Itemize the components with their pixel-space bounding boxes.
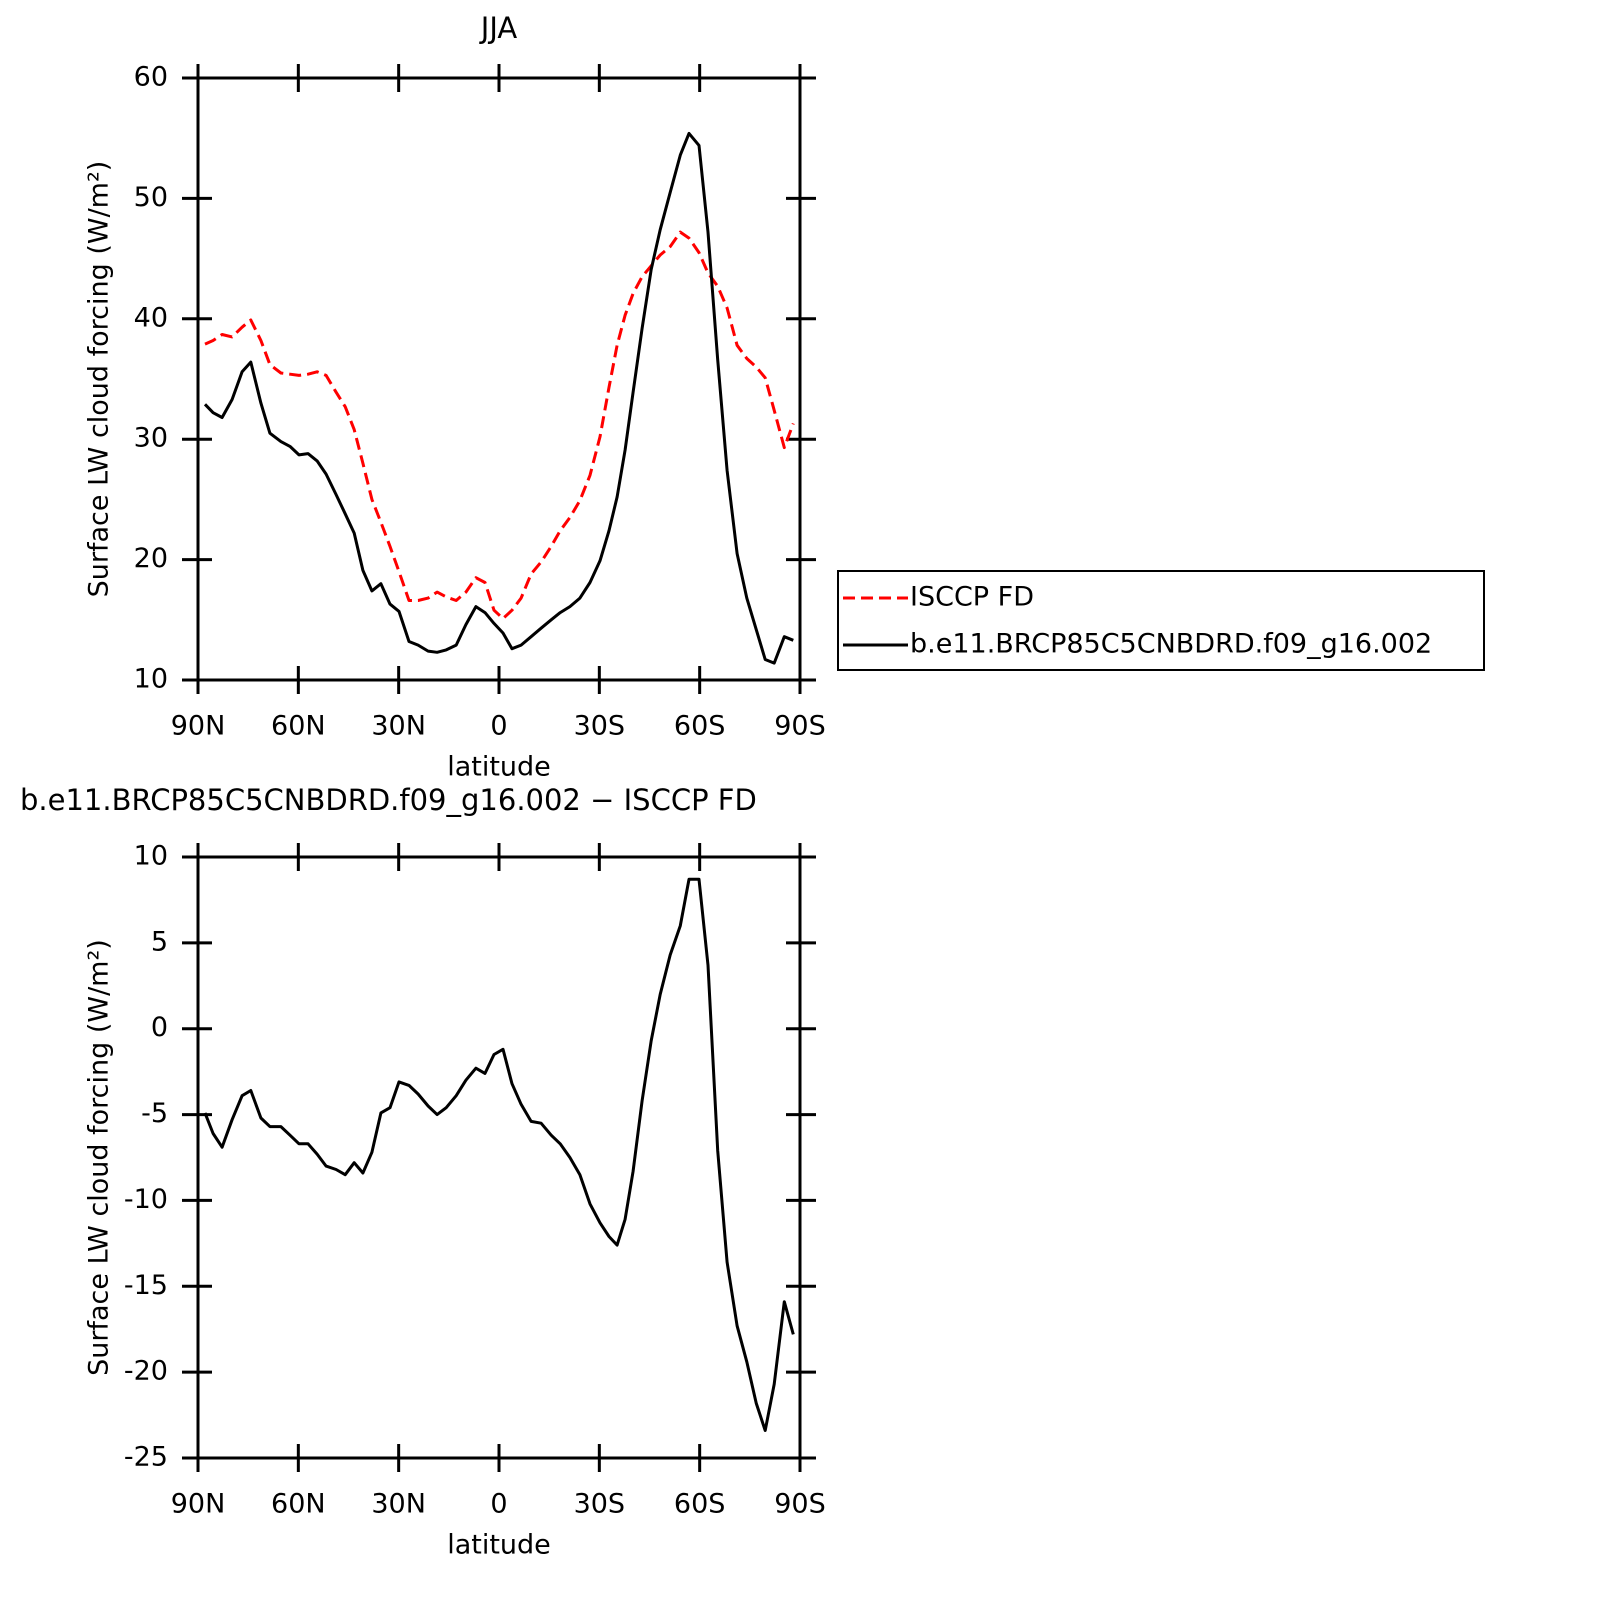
x-tick-label: 60N bbox=[271, 711, 326, 742]
y-axis-label: Surface LW cloud forcing (W/m²) bbox=[84, 161, 115, 598]
y-tick-label: 20 bbox=[134, 543, 168, 574]
plot-frame bbox=[196, 855, 802, 1460]
data-line bbox=[203, 877, 795, 1432]
y-tick-label: 40 bbox=[134, 302, 168, 333]
y-tick-label: -25 bbox=[124, 1442, 168, 1473]
y-tick-label: 0 bbox=[151, 1012, 168, 1043]
y-tick-label: -10 bbox=[124, 1184, 168, 1215]
y-tick-label: 50 bbox=[134, 182, 168, 213]
y-tick-label: 60 bbox=[134, 62, 168, 93]
x-tick-label: 90N bbox=[171, 711, 226, 742]
x-tick-label: 60N bbox=[271, 1489, 326, 1520]
plot-frame bbox=[196, 76, 802, 682]
chart-title: b.e11.BRCP85C5CNBDRD.f09_g16.002 − ISCCP… bbox=[20, 783, 757, 817]
x-tick-label: 30N bbox=[371, 1489, 426, 1520]
y-tick-label: -20 bbox=[124, 1356, 168, 1387]
x-tick-label: 30S bbox=[574, 711, 626, 742]
y-tick-label: -5 bbox=[141, 1098, 168, 1129]
data-line bbox=[204, 230, 795, 621]
x-tick-label: 90S bbox=[774, 1489, 826, 1520]
y-tick-label: 10 bbox=[134, 664, 168, 695]
legend-label: ISCCP FD bbox=[910, 582, 1034, 613]
x-tick-label: 30N bbox=[371, 711, 426, 742]
data-line bbox=[203, 131, 794, 665]
x-tick-label: 30S bbox=[574, 1489, 626, 1520]
x-tick-label: 60S bbox=[674, 711, 726, 742]
x-tick-label: 90S bbox=[774, 711, 826, 742]
y-tick-label: 10 bbox=[134, 841, 168, 872]
x-tick-label: 0 bbox=[490, 711, 507, 742]
chart-title: JJA bbox=[479, 11, 518, 45]
y-axis-label: Surface LW cloud forcing (W/m²) bbox=[84, 939, 115, 1376]
x-tick-label: 90N bbox=[171, 1489, 226, 1520]
y-tick-label: 30 bbox=[134, 423, 168, 454]
legend-box bbox=[837, 570, 1485, 671]
y-tick-label: -15 bbox=[124, 1270, 168, 1301]
x-tick-label: 60S bbox=[674, 1489, 726, 1520]
x-tick-label: 0 bbox=[490, 1489, 507, 1520]
x-axis-label: latitude bbox=[447, 1530, 551, 1561]
legend-label: b.e11.BRCP85C5CNBDRD.f09_g16.002 bbox=[910, 629, 1432, 660]
x-axis-label: latitude bbox=[447, 752, 551, 783]
y-tick-label: 5 bbox=[151, 926, 168, 957]
